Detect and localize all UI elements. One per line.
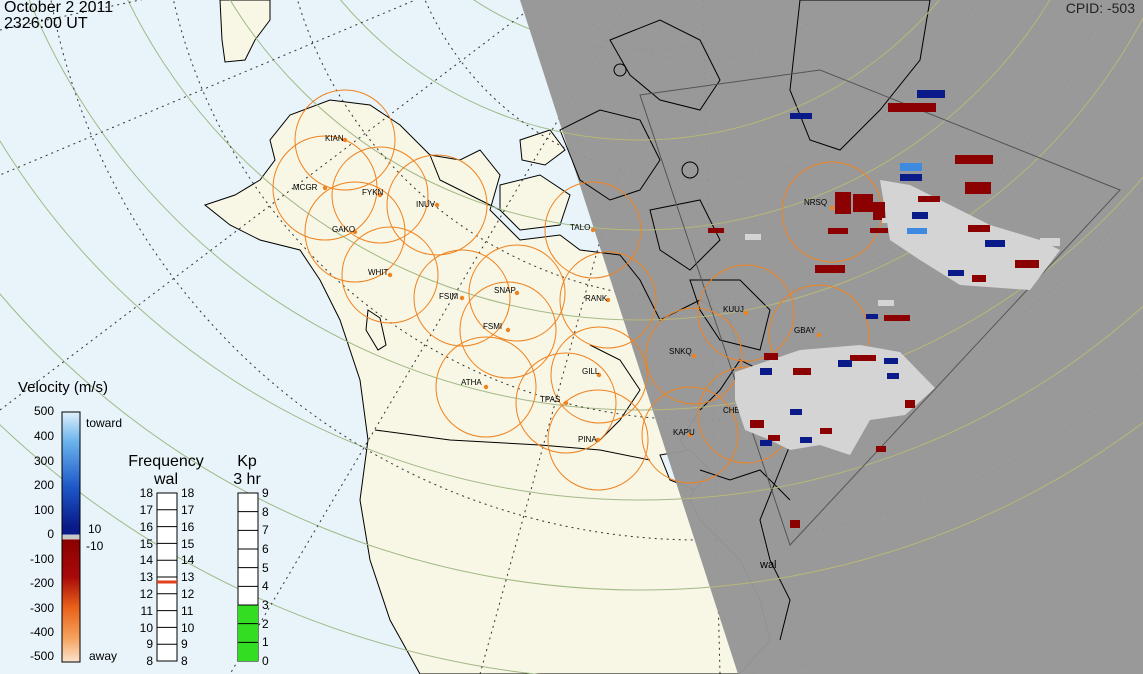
- night-terminator-shade: [520, 0, 1143, 674]
- svg-text:GAKO: GAKO: [332, 225, 355, 234]
- svg-text:-400: -400: [30, 625, 54, 639]
- svg-text:SNKQ: SNKQ: [669, 347, 692, 356]
- svg-text:13: 13: [140, 570, 154, 584]
- svg-text:1: 1: [262, 635, 269, 649]
- svg-text:GILL: GILL: [582, 367, 600, 376]
- station-markers: KIAN MCGR FYKN INUV GAKO WHIT FSIM SNAP …: [293, 134, 835, 444]
- svg-text:0: 0: [47, 527, 54, 541]
- svg-text:-10: -10: [86, 539, 104, 553]
- svg-text:18: 18: [181, 486, 195, 500]
- time-label: 2326:00 UT: [4, 15, 88, 32]
- svg-text:INUV: INUV: [416, 200, 436, 209]
- svg-text:KAPU: KAPU: [673, 428, 695, 437]
- svg-text:-100: -100: [30, 552, 54, 566]
- velocity-scale: Velocity (m/s): [18, 379, 122, 663]
- svg-text:500: 500: [34, 404, 54, 418]
- svg-text:13: 13: [181, 570, 195, 584]
- svg-text:3: 3: [262, 598, 269, 612]
- svg-text:KIAN: KIAN: [325, 134, 344, 143]
- svg-text:wal: wal: [153, 471, 178, 488]
- svg-text:PINA: PINA: [578, 435, 597, 444]
- svg-text:16: 16: [181, 520, 195, 534]
- svg-text:7: 7: [262, 523, 269, 537]
- svg-text:3 hr: 3 hr: [233, 471, 261, 488]
- svg-text:15: 15: [181, 537, 195, 551]
- svg-text:15: 15: [140, 537, 154, 551]
- svg-text:ATHA: ATHA: [461, 378, 482, 387]
- cpid-label: CPID: -503: [1065, 0, 1135, 16]
- svg-text:17: 17: [140, 503, 154, 517]
- svg-text:14: 14: [140, 553, 154, 567]
- velocity-scale-title: Velocity (m/s): [18, 379, 108, 396]
- svg-text:12: 12: [140, 587, 154, 601]
- vancouver-island: [365, 309, 387, 351]
- arctic-island-2: [519, 129, 566, 166]
- svg-text:TALO: TALO: [570, 223, 590, 232]
- svg-text:CHBG: CHBG: [723, 406, 746, 415]
- svg-text:RANK: RANK: [585, 294, 608, 303]
- svg-text:5: 5: [262, 561, 269, 575]
- svg-text:9: 9: [181, 637, 188, 651]
- frequency-scale: Frequency wal 18 17 16 15 14 13 12 11 10…: [128, 453, 204, 668]
- svg-text:0: 0: [262, 654, 269, 668]
- svg-text:4: 4: [262, 579, 269, 593]
- svg-text:6: 6: [262, 542, 269, 556]
- svg-text:18: 18: [140, 486, 154, 500]
- svg-text:Kp: Kp: [237, 453, 257, 470]
- svg-text:KUUJ: KUUJ: [723, 305, 744, 314]
- svg-text:-200: -200: [30, 576, 54, 590]
- svg-text:11: 11: [181, 604, 194, 618]
- svg-text:WHIT: WHIT: [368, 268, 389, 277]
- svg-text:FYKN: FYKN: [362, 188, 384, 197]
- svg-text:9: 9: [146, 637, 153, 651]
- svg-text:17: 17: [181, 503, 195, 517]
- svg-text:14: 14: [181, 553, 195, 567]
- svg-text:400: 400: [34, 429, 54, 443]
- greenland-landmass: [219, 0, 271, 63]
- svg-text:MCGR: MCGR: [293, 183, 318, 192]
- svg-text:16: 16: [140, 520, 154, 534]
- hudson-bay-shore: [589, 344, 641, 441]
- svg-text:12: 12: [181, 587, 195, 601]
- svg-text:2: 2: [262, 617, 269, 631]
- svg-text:toward: toward: [86, 416, 122, 430]
- us-canada-border: [374, 429, 651, 461]
- svg-text:away: away: [89, 649, 117, 663]
- svg-text:SNAP: SNAP: [494, 286, 516, 295]
- date-label: October 2 2011: [4, 0, 114, 16]
- kp-scale: Kp 3 hr 9 8 7 6 5 4 3 2 1 0: [233, 453, 269, 668]
- svg-text:10: 10: [140, 621, 154, 635]
- arctic-coast: [429, 154, 501, 211]
- svg-text:FSMI: FSMI: [483, 322, 502, 331]
- svg-text:Frequency: Frequency: [128, 453, 204, 470]
- svg-text:8: 8: [181, 654, 188, 668]
- svg-text:NRSQ: NRSQ: [804, 198, 827, 207]
- svg-text:TPAS: TPAS: [540, 395, 560, 404]
- svg-text:10: 10: [181, 621, 195, 635]
- svg-text:8: 8: [262, 505, 269, 519]
- svg-text:9: 9: [262, 486, 269, 500]
- svg-text:200: 200: [34, 478, 54, 492]
- svg-text:100: 100: [34, 503, 54, 517]
- svg-text:-300: -300: [30, 601, 54, 615]
- svg-text:11: 11: [141, 604, 154, 618]
- svg-text:8: 8: [146, 654, 153, 668]
- kp-level-fill: [238, 605, 258, 661]
- svg-text:GBAY: GBAY: [794, 326, 816, 335]
- svg-text:-500: -500: [30, 649, 54, 663]
- velocity-cells: [708, 90, 1060, 528]
- svg-text:FSIM: FSIM: [439, 292, 458, 301]
- radar-site-label: wal: [759, 559, 777, 571]
- svg-text:10: 10: [88, 522, 102, 536]
- svg-text:300: 300: [34, 454, 54, 468]
